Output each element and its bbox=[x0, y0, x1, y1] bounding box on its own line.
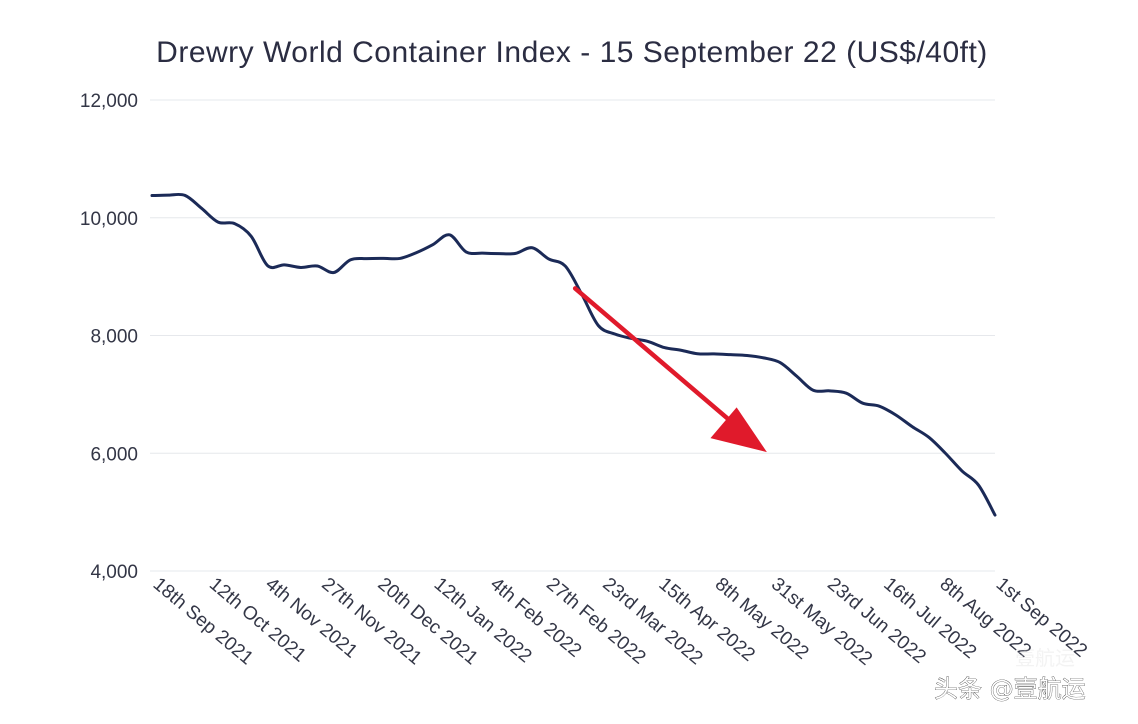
data-point bbox=[283, 264, 286, 267]
data-point bbox=[217, 221, 220, 224]
watermark: 壹航运 头条 @壹航运 bbox=[934, 646, 1086, 703]
data-point bbox=[795, 375, 798, 378]
data-point bbox=[614, 333, 617, 336]
data-point bbox=[944, 452, 947, 455]
data-point bbox=[448, 234, 451, 237]
data-point bbox=[514, 252, 517, 255]
data-point bbox=[994, 514, 997, 517]
data-point bbox=[564, 265, 567, 268]
trend-arrow-head bbox=[710, 407, 767, 453]
data-point bbox=[547, 258, 550, 261]
data-point bbox=[250, 235, 253, 238]
series-line-0 bbox=[150, 192, 997, 517]
watermark-faint: 壹航运 bbox=[1015, 646, 1075, 670]
data-point bbox=[696, 352, 699, 355]
x-tick-label: 31st May 2022 bbox=[767, 574, 876, 670]
x-tick-label: 18th Sep 2021 bbox=[149, 574, 257, 670]
data-point bbox=[167, 194, 170, 197]
data-point bbox=[729, 353, 732, 356]
data-point bbox=[713, 353, 716, 356]
series-layer bbox=[150, 192, 997, 517]
data-point bbox=[316, 265, 319, 268]
data-point bbox=[746, 354, 749, 357]
data-point bbox=[299, 266, 302, 269]
y-axis-ticks: 4,000 6,000 8,000 10,000 12,000 bbox=[80, 91, 138, 583]
data-point bbox=[961, 470, 964, 473]
gridlines bbox=[150, 99, 995, 572]
x-tick-label: 27th Nov 2021 bbox=[317, 574, 425, 670]
data-point bbox=[779, 361, 782, 364]
data-point bbox=[399, 257, 402, 260]
x-tick-label: 23rd Mar 2022 bbox=[598, 574, 706, 670]
data-point bbox=[366, 257, 369, 260]
data-point bbox=[233, 222, 236, 225]
data-point bbox=[531, 246, 534, 249]
data-point bbox=[977, 484, 980, 487]
watermark-text: 头条 @壹航运 bbox=[934, 675, 1086, 703]
x-tick-label: 12th Jan 2022 bbox=[430, 574, 536, 668]
data-point bbox=[895, 414, 898, 417]
data-point bbox=[349, 259, 352, 262]
x-tick-label: 23rd Jun 2022 bbox=[823, 574, 930, 668]
x-tick-label: 27th Feb 2022 bbox=[542, 574, 649, 669]
chart-title: Drewry World Container Index - 15 Septem… bbox=[156, 36, 988, 69]
trend-arrow-shaft bbox=[572, 286, 735, 425]
y-tick-label: 10,000 bbox=[80, 209, 138, 230]
data-point bbox=[845, 392, 848, 395]
data-point bbox=[911, 425, 914, 428]
data-point bbox=[382, 257, 385, 260]
data-point bbox=[680, 349, 683, 352]
data-point bbox=[481, 252, 484, 255]
y-tick-label: 12,000 bbox=[80, 91, 138, 112]
data-point bbox=[928, 436, 931, 439]
annotations-layer bbox=[572, 286, 767, 453]
data-point bbox=[184, 194, 187, 197]
data-point bbox=[415, 251, 418, 254]
data-point bbox=[878, 405, 881, 408]
data-point bbox=[200, 207, 203, 210]
y-tick-label: 8,000 bbox=[90, 327, 138, 348]
data-point bbox=[828, 390, 831, 393]
data-point bbox=[266, 264, 269, 267]
data-point bbox=[151, 194, 154, 197]
data-point bbox=[861, 402, 864, 405]
y-tick-label: 4,000 bbox=[90, 562, 138, 583]
data-point bbox=[333, 271, 336, 274]
data-point bbox=[812, 389, 815, 392]
data-point bbox=[597, 324, 600, 327]
data-point bbox=[762, 357, 765, 360]
data-point bbox=[498, 252, 501, 255]
data-point bbox=[432, 243, 435, 246]
data-point bbox=[465, 251, 468, 254]
y-tick-label: 6,000 bbox=[90, 444, 138, 465]
data-point bbox=[647, 340, 650, 343]
data-point bbox=[663, 346, 666, 349]
x-tick-label: 20th Dec 2021 bbox=[374, 574, 482, 670]
